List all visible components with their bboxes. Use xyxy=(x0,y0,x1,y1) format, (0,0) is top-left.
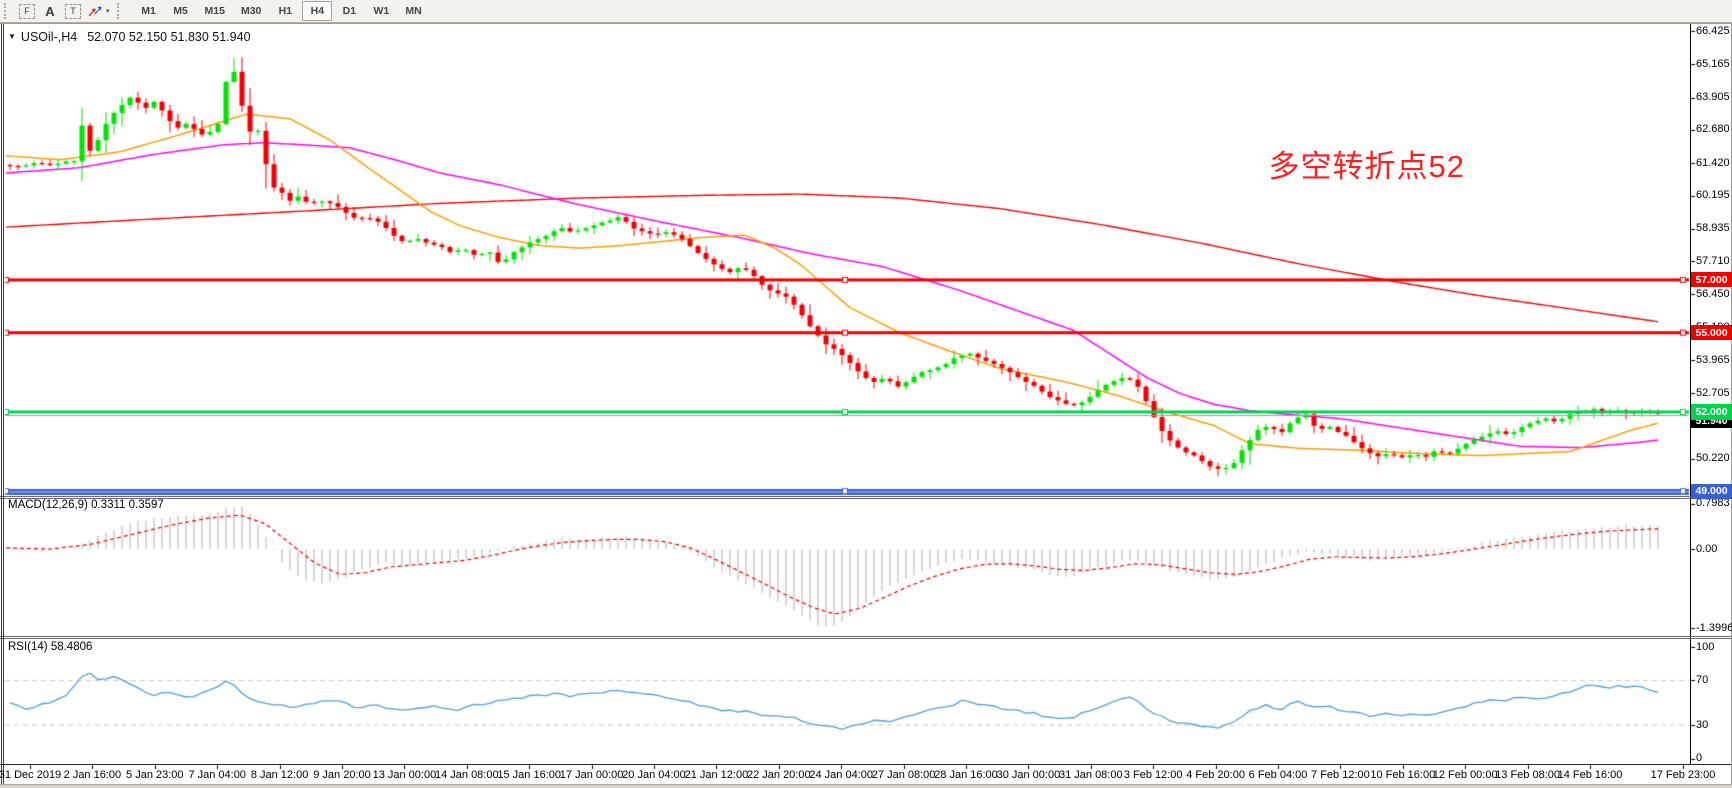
time-axis-label: 9 Jan 20:00 xyxy=(313,769,371,781)
price-axis-label: 53.965 xyxy=(1696,353,1730,366)
price-axis-label: 52.705 xyxy=(1696,386,1730,399)
price-badge-49000: 49.000 xyxy=(1691,483,1732,499)
time-axis-label: 13 Feb 08:00 xyxy=(1495,769,1561,781)
timeframe-m5[interactable]: M5 xyxy=(173,5,188,17)
time-axis-label: 14 Feb 16:00 xyxy=(1557,769,1623,781)
panel-separator xyxy=(0,638,1732,639)
time-axis-label: 20 Jan 04:00 xyxy=(622,769,686,781)
window-edge xyxy=(0,784,1732,788)
price-axis-label: 58.935 xyxy=(1696,222,1730,235)
timeframe-m1[interactable]: M1 xyxy=(141,5,156,17)
time-axis-label: 21 Jan 12:00 xyxy=(684,769,749,781)
price-axis-label: 50.220 xyxy=(1696,452,1730,465)
text-label-icon[interactable]: A xyxy=(45,3,55,19)
time-axis-label: 6 Feb 04:00 xyxy=(1248,769,1308,781)
objects-panel-icon[interactable]: F xyxy=(19,3,35,19)
time-axis-label: 3 Feb 12:00 xyxy=(1123,769,1183,781)
price-axis-label: 63.905 xyxy=(1696,91,1730,104)
timeframe-d1[interactable]: D1 xyxy=(342,5,357,17)
panel-separator xyxy=(0,498,1732,499)
price-axis-label: 60.195 xyxy=(1696,189,1730,202)
price-axis-label: 66.425 xyxy=(1696,24,1730,37)
time-axis-label: 8 Jan 12:00 xyxy=(250,769,309,781)
price-badge-55000: 55.000 xyxy=(1691,325,1732,341)
arrows-icon[interactable]: ▾ xyxy=(87,2,110,20)
rsi-axis-label: 0 xyxy=(1696,752,1703,764)
time-axis-label: 7 Jan 04:00 xyxy=(188,769,246,781)
time-axis-label: 15 Jan 16:00 xyxy=(497,769,561,781)
timeframe-mn[interactable]: MN xyxy=(405,5,422,17)
macd-axis-label: 0.7983 xyxy=(1696,497,1730,510)
timeframe-m30[interactable]: M30 xyxy=(240,5,262,17)
time-axis-label: 17 Feb 23:00 xyxy=(1650,769,1716,781)
time-axis-label: 31 Dec 2019 xyxy=(0,769,62,781)
toolbar-grip[interactable] xyxy=(4,3,10,19)
time-axis-border xyxy=(0,764,1732,765)
price-badge-57000: 57.000 xyxy=(1691,272,1732,288)
price-axis-label: 61.420 xyxy=(1696,156,1730,169)
time-axis-label: 27 Jan 08:00 xyxy=(871,769,936,781)
panel-separator[interactable] xyxy=(0,636,1732,637)
macd-axis-label: -1.3996 xyxy=(1696,621,1732,634)
macd-label: MACD(12,26,9) 0.3311 0.3597 xyxy=(8,499,164,511)
price-badge-52000: 52.000 xyxy=(1691,403,1732,420)
timeframe-h4[interactable]: H4 xyxy=(302,1,333,21)
timeframe-w1[interactable]: W1 xyxy=(373,5,390,17)
price-axis-label: 57.710 xyxy=(1696,254,1730,267)
price-axis[interactable] xyxy=(1690,24,1691,765)
rsi-axis-label: 100 xyxy=(1696,640,1715,653)
window-frame-top xyxy=(0,23,1732,24)
rsi-axis-label: 70 xyxy=(1696,673,1709,686)
toolbar-grip[interactable] xyxy=(116,3,123,19)
text-box-icon[interactable]: T xyxy=(65,3,81,19)
time-axis-label: 24 Jan 04:00 xyxy=(809,769,873,781)
ohlc-values: 52.070 52.150 51.830 51.940 xyxy=(87,30,251,44)
arrows-glyph xyxy=(88,6,102,17)
window-frame-left xyxy=(3,23,4,784)
chart-title: ▼ USOil-,H4 52.070 52.150 51.830 51.940 xyxy=(8,30,251,44)
time-axis-label: 31 Jan 08:00 xyxy=(1058,769,1123,781)
time-axis-label: 4 Feb 20:00 xyxy=(1186,769,1245,781)
macd-axis-label: 0.00 xyxy=(1696,542,1718,555)
time-axis-label: 22 Jan 20:00 xyxy=(746,769,811,781)
price-axis-label: 65.165 xyxy=(1696,57,1730,70)
price-axis-label: 62.680 xyxy=(1696,123,1730,136)
time-axis-label: 10 Feb 16:00 xyxy=(1370,769,1436,781)
window-frame-left xyxy=(1,23,2,784)
time-axis-label: 28 Jan 16:00 xyxy=(934,769,998,781)
time-axis-label: 5 Jan 23:00 xyxy=(126,769,184,781)
symbol-period-label: USOil-,H4 xyxy=(20,30,78,44)
timeframe-m15[interactable]: M15 xyxy=(204,5,225,17)
time-axis-label: 7 Feb 12:00 xyxy=(1311,769,1370,781)
annotation-text[interactable]: 多空转折点52 xyxy=(1268,149,1465,184)
time-axis-label: 14 Jan 08:00 xyxy=(434,769,499,781)
toolbar: F A T ▾ M1 M5 M15 M30 H1 H4 D1 W1 MN xyxy=(0,0,1732,23)
time-axis-label: 17 Jan 00:00 xyxy=(559,769,624,781)
chevron-down-icon[interactable]: ▾ xyxy=(106,8,110,15)
rsi-axis-label: 30 xyxy=(1696,718,1709,731)
timeframe-toolbar: M1 M5 M15 M30 H1 H4 D1 W1 MN xyxy=(133,1,430,21)
price-axis-label: 56.450 xyxy=(1696,287,1730,300)
rsi-label: RSI(14) 58.4806 xyxy=(8,641,93,653)
time-axis-label: 30 Jan 00:00 xyxy=(996,769,1061,781)
time-axis-label: 12 Feb 00:00 xyxy=(1432,769,1498,781)
chevron-down-icon[interactable]: ▼ xyxy=(8,32,16,41)
time-axis-label: 2 Jan 16:00 xyxy=(63,769,122,781)
time-axis-label: 13 Jan 00:00 xyxy=(372,769,437,781)
panel-separator[interactable] xyxy=(0,496,1732,497)
timeframe-h1[interactable]: H1 xyxy=(278,5,293,17)
